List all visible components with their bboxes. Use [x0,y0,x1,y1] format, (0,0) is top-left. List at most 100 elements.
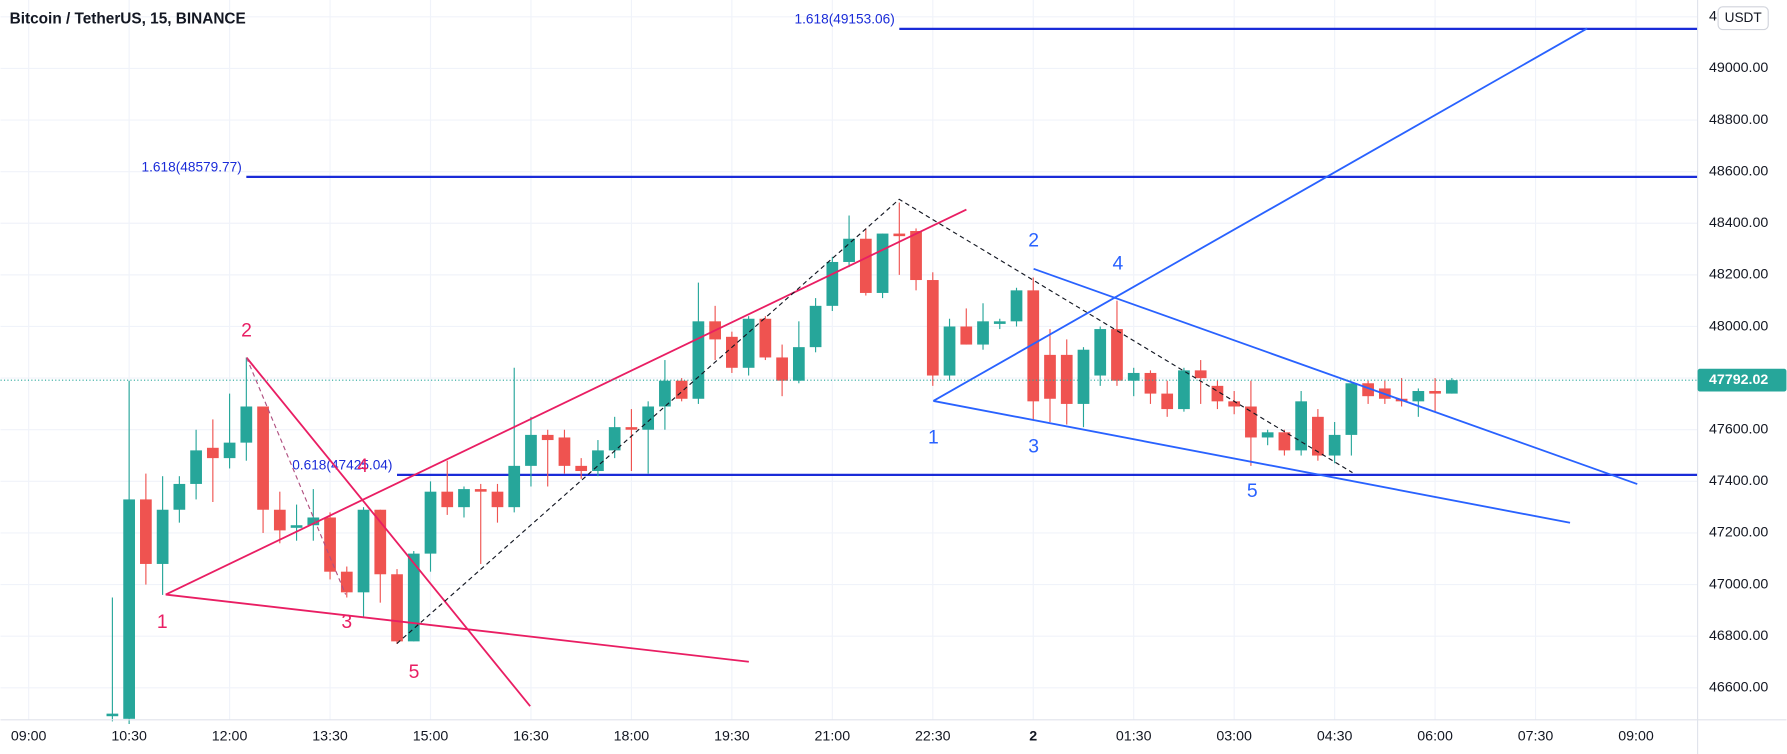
candle-body [1228,401,1241,407]
candle-body [993,321,1006,324]
candle-body [106,713,119,717]
y-tick-label: 48200.00 [1709,267,1768,283]
candle-body [1295,401,1308,451]
wave-label: 4 [1112,252,1123,274]
candle-body [156,509,169,564]
candle-body [926,280,939,376]
trend-line [245,357,531,707]
dashed-line [246,357,347,595]
candle-body [1027,290,1040,402]
candle-body [1345,383,1358,435]
wave-label: 5 [409,661,420,683]
y-tick-label: 49000.00 [1709,60,1768,76]
trend-line [933,400,1571,524]
candle-body [1178,370,1190,410]
candle-body [1144,372,1157,394]
candle-body [190,450,202,484]
candle-body [792,347,805,381]
candle-body [273,509,286,531]
y-tick-label: 48000.00 [1709,318,1768,334]
x-tick-label: 09:00 [1618,729,1654,745]
candle-body [1094,329,1107,376]
candle-body [541,434,554,441]
candle-body [1429,391,1441,394]
candle-body [1412,391,1425,402]
x-tick-label: 12:00 [212,729,248,745]
candle-body [1161,393,1174,410]
candle-body [675,380,688,399]
wave-label: 3 [1028,436,1039,458]
candle-body [642,406,655,430]
x-tick-label: 06:00 [1417,729,1453,745]
candle-body [809,305,822,348]
candle-body [491,491,504,508]
candle-body [173,483,186,510]
candle-body [357,509,370,593]
candle-body [726,336,738,368]
candle-body [391,574,403,642]
candle-body [826,261,839,306]
candle-body [1261,432,1274,438]
x-tick-label: 19:30 [714,729,750,745]
candle-body [1044,354,1056,399]
wave-label: 4 [357,455,368,477]
candle-body [692,321,705,399]
level-label: 0.618(47425.04) [292,457,392,472]
candle-body [1211,385,1224,402]
candle-body [1077,349,1090,404]
wave-label: 2 [241,320,252,342]
wave-label: 2 [1028,230,1039,252]
candle-body [1127,372,1140,381]
candle-body [424,491,437,554]
level-label: 1.618(49153.06) [795,11,895,26]
x-tick-label: 04:30 [1317,729,1353,745]
x-tick-label: 09:00 [11,729,47,745]
candle-body [977,321,989,345]
level-label: 1.618(48579.77) [142,159,242,174]
candle-body [625,427,638,430]
chart-title: Bitcoin / TetherUS, 15, BINANCE [10,10,246,27]
trend-line [932,27,1588,402]
candle-body [659,380,671,407]
candle-body [374,509,387,575]
x-tick-label: 21:00 [815,729,851,745]
candles [106,202,1458,724]
candle-body [1245,406,1257,438]
candle-body [558,437,571,466]
wave-label: 1 [157,611,168,633]
x-tick-label: 03:00 [1216,729,1252,745]
x-tick-label: 18:00 [614,729,650,745]
trend-line [165,593,749,663]
levels: 1.618(49153.06) 1.618(48579.77) 0.618(4742… [142,11,1698,477]
candle-body [307,517,320,526]
candle-body [140,499,152,564]
candle-body [1445,380,1458,394]
candle-body [592,450,604,472]
x-tick-label: 15:00 [413,729,449,745]
candle-body [843,238,855,262]
y-tick-label: 48600.00 [1709,163,1768,179]
candle-body [776,357,788,381]
candle-body [257,406,269,510]
x-tick-label: 13:30 [312,729,348,745]
trend-line [1033,267,1638,485]
trend-line [165,208,967,596]
y-tick-label: 48400.00 [1709,215,1768,231]
candle-body [525,434,537,466]
candle-body [324,517,336,572]
last-price-label: 47792.02 [1709,372,1768,388]
candle-body [123,499,135,719]
candle-body [859,238,872,293]
currency-label: USDT [1725,10,1763,25]
candle-body [1111,329,1123,381]
candle-body [340,571,353,593]
y-tick-label: 47400.00 [1709,473,1768,489]
candle-body [960,326,973,345]
x-tick-label: 16:30 [513,729,549,745]
candle-body [943,326,956,376]
wave-label: 1 [928,427,939,449]
currency-badge [1717,6,1769,31]
candle-body [759,318,772,358]
wave-label: 3 [341,611,352,633]
